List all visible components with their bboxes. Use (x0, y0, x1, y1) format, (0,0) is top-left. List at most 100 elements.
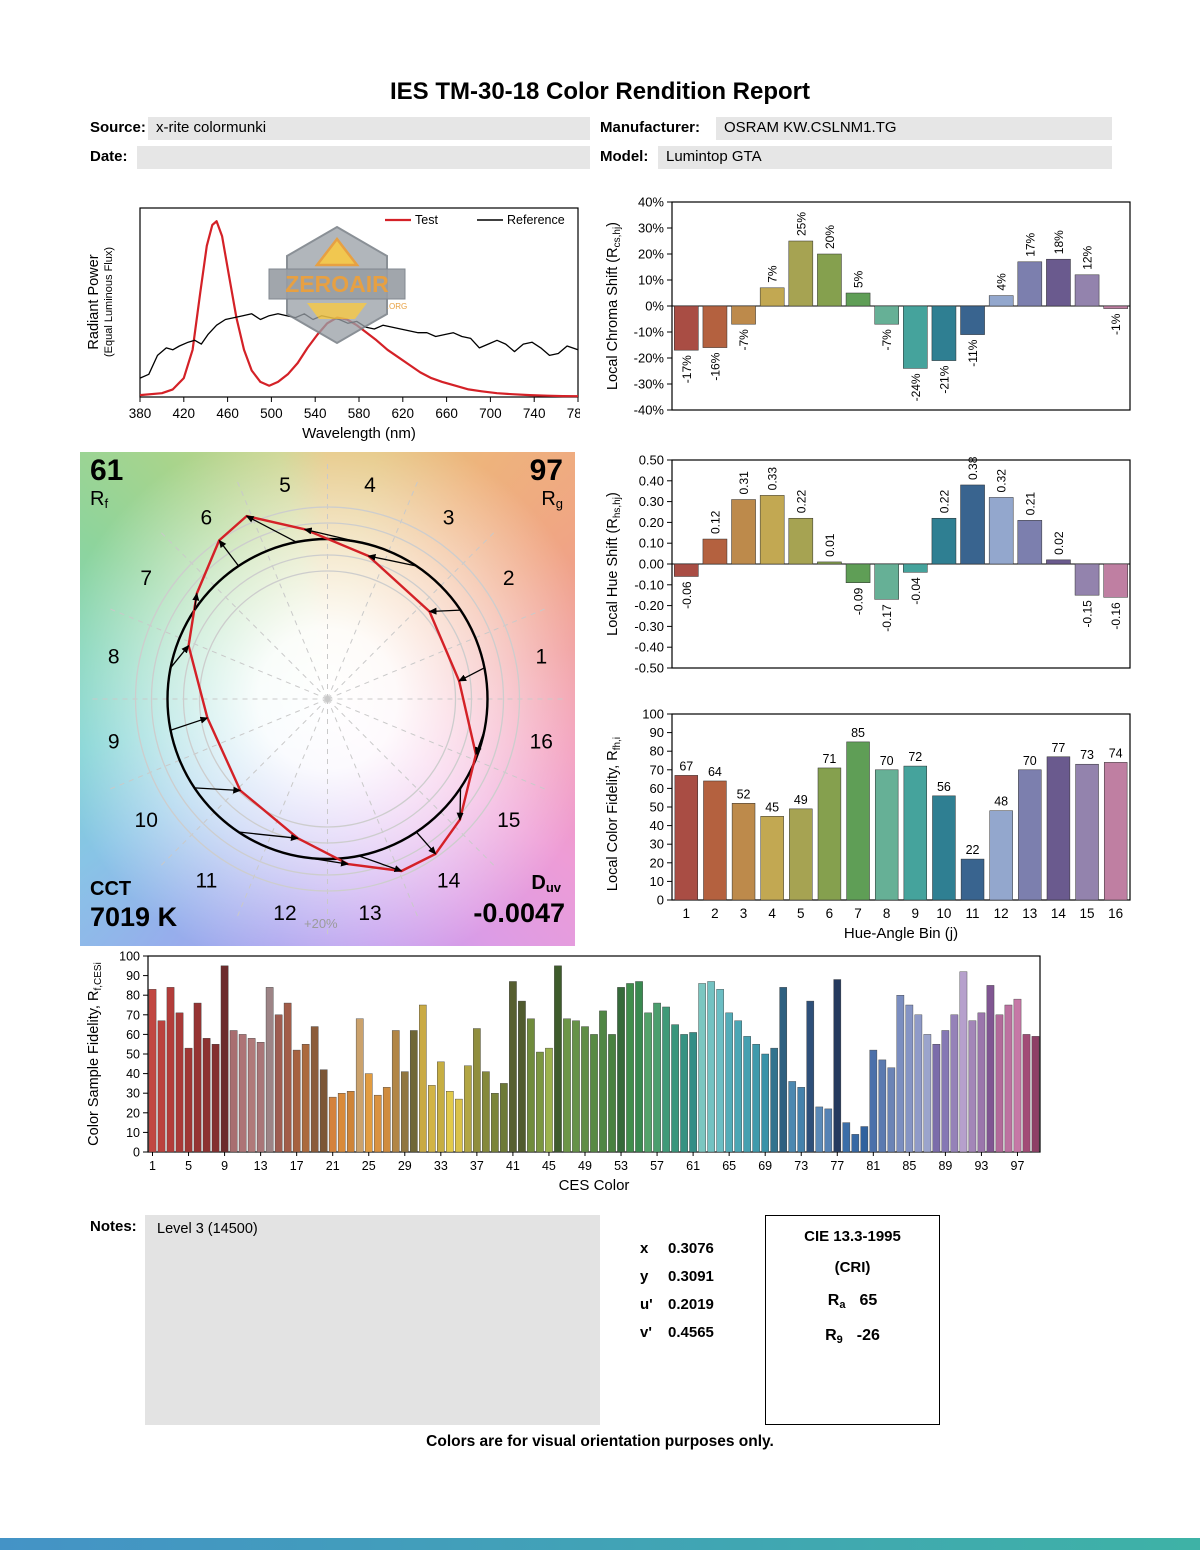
ces-fidelity-container: 100 90 80 70 60 50 40 30 20 10 0 1 5 9 13 17 21 25 29 33 37 4… (85, 948, 1045, 1208)
svg-text:73: 73 (794, 1159, 808, 1173)
svg-text:0: 0 (657, 893, 664, 908)
svg-text:11: 11 (195, 869, 217, 892)
svg-text:14: 14 (437, 869, 461, 892)
duv-value: -0.0047 (473, 898, 565, 928)
svg-text:60: 60 (650, 781, 664, 796)
svg-text:460: 460 (216, 406, 239, 421)
svg-text:20%: 20% (638, 247, 664, 262)
svg-text:13: 13 (254, 1159, 268, 1173)
svg-text:3: 3 (443, 507, 455, 530)
svg-text:0.01: 0.01 (823, 533, 837, 557)
svg-text:0.00: 0.00 (639, 557, 664, 572)
svg-text:80: 80 (650, 744, 664, 759)
svg-text:660: 660 (435, 406, 458, 421)
svg-text:0.10: 0.10 (639, 536, 664, 551)
svg-text:17: 17 (290, 1159, 304, 1173)
svg-text:16: 16 (1108, 906, 1123, 921)
svg-text:-0.50: -0.50 (634, 661, 664, 676)
svg-text:29: 29 (398, 1159, 412, 1173)
footer-disclaimer: Colors are for visual orientation purpos… (426, 1433, 774, 1450)
svg-text:90: 90 (126, 969, 140, 983)
svg-text:20: 20 (126, 1106, 140, 1120)
svg-text:89: 89 (938, 1159, 952, 1173)
svg-text:-0.04: -0.04 (909, 577, 923, 605)
svg-text:700: 700 (479, 406, 502, 421)
chromaticity-x-label: x (640, 1240, 649, 1257)
notes-label: Notes: (90, 1218, 137, 1235)
svg-text:740: 740 (523, 406, 546, 421)
date-field (137, 146, 590, 169)
svg-text:-0.16: -0.16 (1109, 602, 1123, 630)
svg-text:20%: 20% (823, 225, 837, 249)
svg-text:52: 52 (737, 787, 751, 801)
svg-text:-0.10: -0.10 (634, 577, 664, 592)
svg-text:-11%: -11% (966, 339, 980, 366)
svg-text:18%: 18% (1052, 230, 1066, 254)
chroma-shift-chart: 40% 30% 20% 10% 0% -10% -20% -30% -40% -17% -16% -7… (634, 195, 1131, 418)
svg-text:8: 8 (883, 906, 891, 921)
svg-text:-10%: -10% (634, 325, 665, 340)
svg-text:45: 45 (542, 1159, 556, 1173)
hue-y-axis-label: Local Hue Shift (Rhs,hj) (605, 492, 623, 636)
svg-text:7: 7 (140, 567, 152, 590)
svg-text:81: 81 (866, 1159, 880, 1173)
svg-text:-7%: -7% (880, 329, 894, 351)
svg-text:100: 100 (642, 707, 664, 722)
color-fidelity-container: 100 90 80 70 60 50 40 30 20 10 0 67 64 52 45 49 71 85 70 72… (600, 700, 1140, 952)
svg-text:Wavelength (nm): Wavelength (nm) (302, 425, 416, 442)
svg-text:7: 7 (854, 906, 862, 921)
rg-label: Rg (541, 488, 563, 511)
svg-text:0.22: 0.22 (794, 490, 808, 514)
svg-text:0.02: 0.02 (1052, 531, 1066, 555)
svg-text:-0.40: -0.40 (634, 640, 664, 655)
svg-text:0.50: 0.50 (639, 453, 664, 468)
svg-text:0.20: 0.20 (639, 515, 664, 530)
svg-text:77: 77 (830, 1159, 844, 1173)
svg-text:-0.09: -0.09 (852, 587, 866, 615)
svg-text:420: 420 (173, 406, 196, 421)
notes-field: Level 3 (14500) (145, 1215, 600, 1425)
svg-text:-40%: -40% (634, 403, 665, 418)
svg-text:100: 100 (119, 950, 140, 964)
svg-text:70: 70 (880, 754, 894, 768)
page-title: IES TM-30-18 Color Rendition Report (389, 78, 811, 105)
chromaticity-x-value: 0.3076 (668, 1240, 714, 1257)
rg-score: 97 Rg (529, 454, 563, 512)
svg-text:37: 37 (470, 1159, 484, 1173)
svg-text:0.21: 0.21 (1023, 492, 1037, 516)
svg-text:60: 60 (126, 1028, 140, 1042)
svg-text:50: 50 (126, 1048, 140, 1062)
svg-text:90: 90 (650, 725, 664, 740)
date-label: Date: (90, 148, 128, 165)
svg-text:5: 5 (797, 906, 805, 921)
svg-text:9: 9 (108, 731, 120, 754)
svg-text:7%: 7% (766, 265, 780, 283)
color-vector-graphic: 1 2 3 4 5 6 7 8 9 10 11 12 13 14 15 16 61 Rf 97 Rg CCT … (80, 452, 575, 946)
svg-text:1: 1 (149, 1159, 156, 1173)
svg-text:4%: 4% (995, 273, 1009, 291)
svg-text:10: 10 (936, 906, 951, 921)
svg-text:33: 33 (434, 1159, 448, 1173)
svg-text:0.31: 0.31 (737, 471, 751, 495)
svg-text:70: 70 (650, 762, 664, 777)
spd-chart-container: 380 420 460 500 540 580 620 660 700 740 780 Wavelen… (85, 190, 589, 445)
svg-text:61: 61 (686, 1159, 700, 1173)
cct-value: 7019 K (90, 902, 178, 932)
cri-box: CIE 13.3-1995 (CRI) Ra 65 R9 -26 (765, 1215, 940, 1425)
svg-text:0.12: 0.12 (708, 510, 722, 534)
bottom-accent-bar (0, 1538, 1200, 1550)
svg-text:10: 10 (650, 874, 664, 889)
svg-text:5: 5 (185, 1159, 192, 1173)
svg-text:72: 72 (908, 750, 922, 764)
svg-text:9: 9 (221, 1159, 228, 1173)
svg-text:-16%: -16% (708, 352, 722, 380)
svg-text:10: 10 (135, 809, 158, 832)
svg-text:74: 74 (1109, 746, 1123, 760)
svg-text:10: 10 (126, 1126, 140, 1140)
chromaticity-y-value: 0.3091 (668, 1268, 714, 1285)
svg-text:21: 21 (326, 1159, 340, 1173)
chromaticity-v-value: 0.4565 (668, 1324, 714, 1341)
